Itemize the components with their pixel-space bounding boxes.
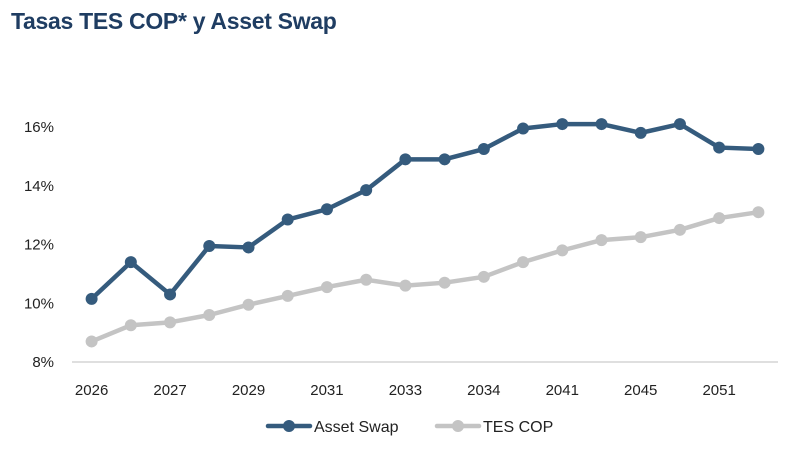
data-point: [360, 273, 373, 286]
y-tick-label: 12%: [24, 237, 54, 254]
data-point: [556, 244, 569, 257]
data-point: [673, 118, 686, 131]
x-tick-label: 2026: [75, 382, 108, 399]
data-point: [85, 335, 98, 348]
data-point: [399, 153, 412, 166]
data-point: [517, 256, 530, 269]
data-point: [281, 213, 294, 226]
data-point: [320, 281, 333, 294]
x-tick-label: 2031: [310, 382, 343, 399]
data-point: [242, 298, 255, 311]
y-tick-label: 8%: [32, 354, 54, 371]
x-tick-label: 2029: [232, 382, 265, 399]
data-point: [438, 276, 451, 289]
data-point: [477, 270, 490, 283]
series-line: [89, 121, 761, 302]
data-point: [124, 256, 137, 269]
x-tick-label: 2045: [624, 382, 657, 399]
data-point: [517, 122, 530, 135]
data-point: [320, 203, 333, 216]
y-tick-label: 10%: [24, 295, 54, 312]
data-point: [242, 241, 255, 254]
legend: Asset Swap TES COP: [265, 419, 553, 436]
series-line: [89, 209, 761, 344]
series-asset-swap: [85, 118, 765, 305]
legend-item: TES COP: [434, 419, 553, 436]
x-axis-ticks: 2026 2027 2029 2031 2033 2034 2041 2045 2051: [75, 382, 736, 399]
data-point: [164, 316, 177, 329]
data-point: [203, 239, 216, 252]
data-point: [281, 289, 294, 302]
data-point: [85, 292, 98, 305]
data-point: [634, 126, 647, 139]
legend-label: TES COP: [483, 419, 553, 436]
y-tick-label: 16%: [24, 119, 54, 136]
legend-marker: [283, 420, 295, 432]
y-tick-label: 14%: [24, 178, 54, 195]
x-tick-label: 2027: [153, 382, 186, 399]
series-group: [85, 118, 765, 348]
legend-marker: [452, 420, 464, 432]
data-point: [203, 309, 216, 321]
data-point: [399, 279, 412, 292]
data-point: [752, 206, 765, 219]
y-axis-ticks: 8% 10% 12% 14% 16%: [24, 119, 54, 371]
data-point: [713, 212, 726, 225]
chart-title: Tasas TES COP* y Asset Swap: [11, 8, 337, 34]
x-tick-label: 2041: [546, 382, 579, 399]
data-point: [713, 141, 726, 154]
x-tick-label: 2033: [389, 382, 422, 399]
data-point: [595, 118, 608, 131]
data-point: [124, 319, 137, 332]
data-point: [438, 153, 451, 166]
data-point: [164, 288, 177, 301]
x-tick-label: 2051: [702, 382, 735, 399]
legend-label: Asset Swap: [314, 419, 399, 436]
legend-item: Asset Swap: [265, 419, 399, 436]
data-point: [752, 143, 765, 156]
data-point: [673, 223, 686, 236]
data-point: [634, 231, 647, 244]
data-point: [595, 234, 608, 247]
data-point: [556, 118, 569, 131]
x-tick-label: 2034: [467, 382, 500, 399]
data-point: [477, 143, 490, 156]
series-tes-cop: [85, 206, 765, 348]
data-point: [360, 184, 373, 197]
